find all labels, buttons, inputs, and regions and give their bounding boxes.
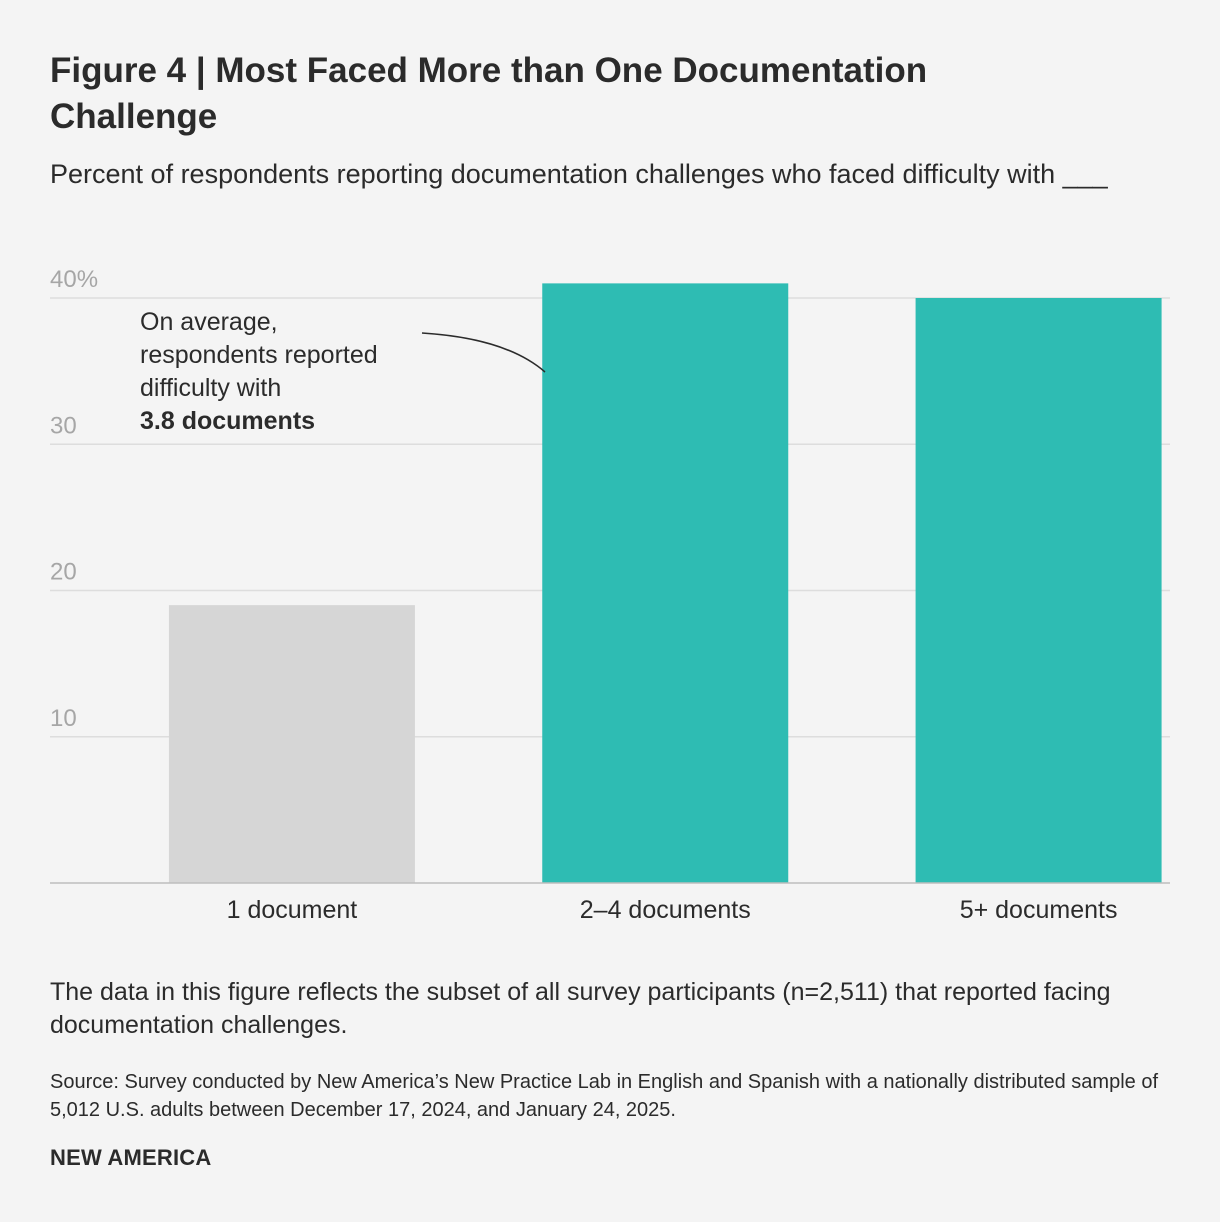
x-category-label: 2–4 documents bbox=[580, 896, 751, 924]
bar-3 bbox=[915, 298, 1162, 883]
chart-title: Figure 4 | Most Faced More than One Docu… bbox=[50, 51, 928, 136]
x-category-label: 1 document bbox=[227, 896, 358, 924]
annotation-line-3: difficulty with bbox=[140, 374, 281, 402]
source-note: Source: Survey conducted by New America’… bbox=[50, 1071, 1158, 1121]
annotation-line-1: On average, bbox=[140, 308, 278, 336]
y-tick-label: 10 bbox=[50, 705, 77, 732]
chart-subtitle: Percent of respondents reporting documen… bbox=[50, 159, 1108, 189]
bar-1 bbox=[168, 605, 415, 883]
x-category-label: 5+ documents bbox=[960, 896, 1118, 924]
y-tick-label: 20 bbox=[50, 559, 77, 586]
annotation-text: On average, respondents reported difficu… bbox=[140, 308, 385, 435]
bar-chart: 10 20 30 40% 1 document 2–4 documents 5+ docu… bbox=[50, 266, 1170, 924]
chart-note: The data in this figure reflects the sub… bbox=[50, 978, 1111, 1039]
bar-2 bbox=[542, 283, 789, 883]
brand-logo-text: NEW AMERICA bbox=[50, 1145, 212, 1170]
annotation-emphasis: 3.8 documents bbox=[140, 407, 315, 435]
average-annotation: On average, respondents reported difficu… bbox=[140, 308, 546, 435]
x-axis-labels: 1 document 2–4 documents 5+ documents bbox=[227, 896, 1118, 924]
y-axis-ticks: 10 20 30 40% bbox=[50, 266, 98, 732]
y-tick-label: 40% bbox=[50, 266, 98, 293]
annotation-connector-line bbox=[421, 332, 546, 373]
y-tick-label: 30 bbox=[50, 412, 77, 439]
bars bbox=[168, 283, 1162, 883]
annotation-line-2: respondents reported bbox=[140, 341, 378, 369]
